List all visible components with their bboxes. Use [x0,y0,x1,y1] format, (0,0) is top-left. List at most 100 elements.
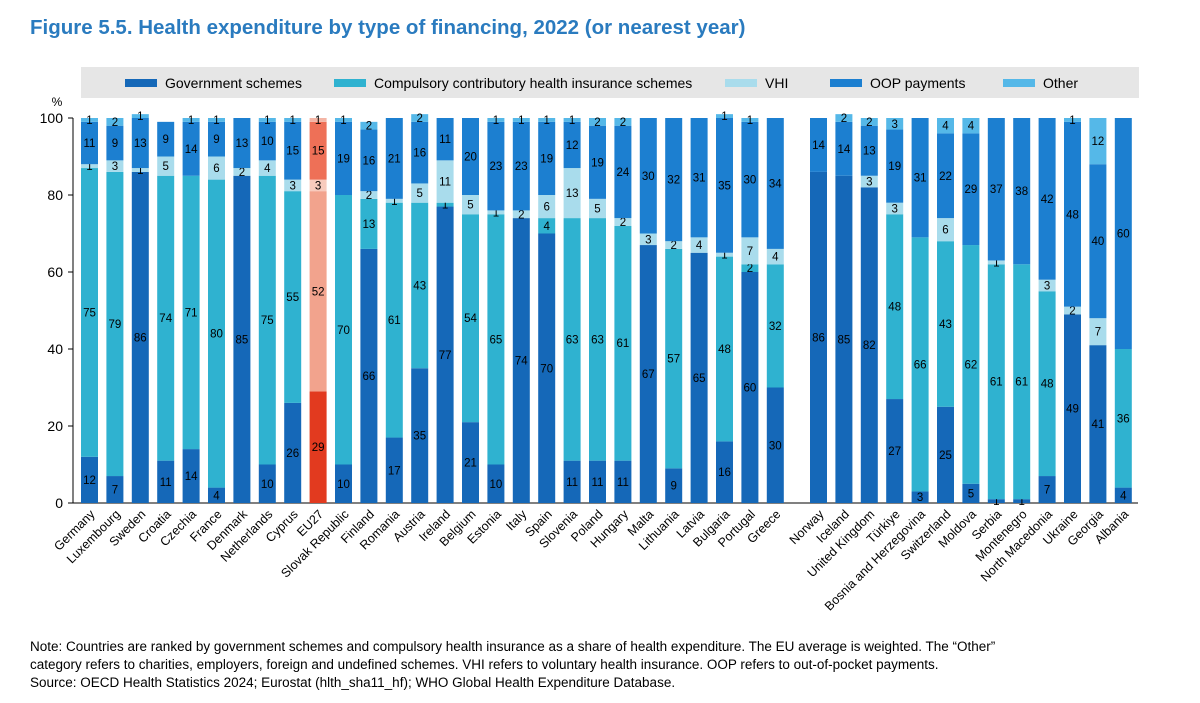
figure-title: Figure 5.5. Health expenditure by type o… [30,16,746,39]
bar-segment-chi-slovenia [563,218,581,461]
bar-segment-oop-slovenia [563,121,581,169]
bar-segment-other-finland [360,121,378,130]
legend-swatch-gov [125,78,157,87]
data-label-vhi-luxembourg: 3 [112,161,118,173]
bar-segment-chi-slovak-republic [335,195,352,465]
bar-segment-gov-lithuania [665,468,683,503]
bar-segment-gov-slovak-republic [335,464,352,503]
data-label-chi-cyprus: 55 [286,292,299,304]
legend-swatch-chi [334,78,366,87]
bar-segment-other-georgia [1089,118,1107,165]
data-label-oop-romania: 21 [388,153,401,165]
data-label-gov-ireland: 77 [439,350,452,362]
bar-segment-gov-estonia [487,464,505,503]
data-label-oop-moldova: 29 [965,184,978,196]
bar-segment-chi-lithuania [665,248,683,469]
bar-segment-gov-t-rkiye [886,399,904,503]
bar-segment-vhi-georgia [1089,318,1107,346]
data-label-oop-greece: 34 [769,178,782,190]
data-label-gov-bulgaria: 16 [718,467,731,479]
bar-segment-chi-netherlands [258,175,276,465]
data-label-chi-france: 80 [210,329,223,341]
legend-item-other: Other [1003,67,1078,98]
data-label-gov-hungary: 11 [617,477,629,489]
bar-segment-vhi-estonia [487,210,505,215]
bar-segment-chi-france [208,179,225,488]
data-label-oop-france: 9 [213,134,219,146]
chart-legend: Government schemes Compulsory contributo… [81,67,1139,98]
data-label-oop-portugal: 30 [744,175,757,187]
bar-segment-gov-ukraine [1064,314,1081,503]
data-label-oop-slovak-republic: 19 [337,153,350,165]
bar-segment-other-netherlands [258,118,276,122]
data-label-gov-t-rkiye: 27 [888,446,901,458]
bar-segment-other-iceland [835,114,853,122]
data-label-oop-north-macedonia: 42 [1041,194,1054,206]
bar-segment-other-czechia [182,118,200,122]
bar-segment-oop-luxembourg [106,125,124,161]
bar-segment-vhi-t-rkiye [886,202,904,215]
data-label-gov-bosnia-and-herzegovina: 3 [917,492,923,504]
data-label-other-bulgaria: 1 [721,111,727,123]
bar-segment-vhi-north-macedonia [1038,279,1056,292]
data-label-other-austria: 2 [416,113,422,125]
bar-segment-vhi-cyprus [284,179,302,192]
data-label-oop-ireland: 11 [439,134,451,146]
bar-segment-other-germany [81,118,98,122]
bar-segment-gov-luxembourg [106,476,124,503]
data-label-oop-bosnia-and-herzegovina: 31 [914,173,927,185]
data-label-other-switzerland: 4 [942,121,949,133]
data-label-gov-italy: 74 [515,356,528,368]
data-label-other-iceland: 2 [841,113,847,125]
chart-note: Note: Countries are ranked by government… [30,638,1180,692]
data-label-oop-ukraine: 48 [1066,209,1079,221]
bar-segment-other-italy [512,118,530,122]
data-label-other-eu27: 1 [315,115,321,127]
data-label-oop-estonia: 23 [490,161,503,173]
bar-segment-chi-romania [385,202,403,438]
bar-segment-oop-portugal [741,121,759,238]
bar-segment-gov-hungary [614,460,632,503]
bar-segment-chi-hungary [614,225,632,461]
bar-segment-chi-belgium [462,214,479,423]
bar-segment-other-moldova [962,118,980,134]
bar-segment-gov-belgium [462,422,479,503]
legend-label: VHI [765,74,789,91]
data-label-other-finland: 2 [366,121,372,133]
data-label-chi-slovenia: 63 [566,334,579,346]
bar-segment-other-cyprus [284,118,302,122]
data-label-gov-portugal: 60 [744,383,757,395]
data-label-chi-portugal: 2 [747,263,753,275]
legend-label: Government schemes [165,74,302,91]
data-label-vhi-t-rkiye: 3 [891,203,897,215]
bar-segment-chi-spain [538,218,556,234]
data-label-gov-georgia: 41 [1092,419,1105,431]
bar-segment-gov-greece [766,387,784,503]
bar-segment-gov-albania [1114,487,1132,503]
data-label-oop-hungary: 24 [617,167,630,179]
bar-segment-oop-malta [639,118,657,234]
bar-segment-vhi-sweden [131,168,149,172]
bar-segment-chi-estonia [487,214,505,465]
data-label-gov-slovak-republic: 10 [337,479,350,491]
y-tick-label: 100 [40,110,64,126]
bar-segment-chi-finland [360,198,378,249]
data-label-other-france: 1 [213,115,219,127]
data-label-chi-germany: 75 [83,307,96,319]
data-label-gov-latvia: 65 [693,373,706,385]
bar-segment-other-united-kingdom [860,118,878,126]
data-label-vhi-austria: 5 [416,188,422,200]
data-label-vhi-portugal: 7 [747,246,753,258]
data-label-chi-greece: 32 [769,321,782,333]
bar-segment-gov-poland [589,460,606,503]
data-label-vhi-serbia: 1 [993,257,999,269]
data-label-vhi-poland: 5 [594,203,600,215]
data-label-gov-lithuania: 9 [670,481,676,493]
bar-segment-oop-bosnia-and-herzegovina [911,118,929,238]
data-label-oop-italy: 23 [515,161,528,173]
bar-segment-gov-bosnia-and-herzegovina [911,491,929,503]
y-tick-label: 60 [47,264,63,280]
bar-segment-oop-greece [766,118,784,249]
legend-item-vhi: VHI [725,67,788,98]
bar-segment-oop-north-macedonia [1038,118,1056,280]
